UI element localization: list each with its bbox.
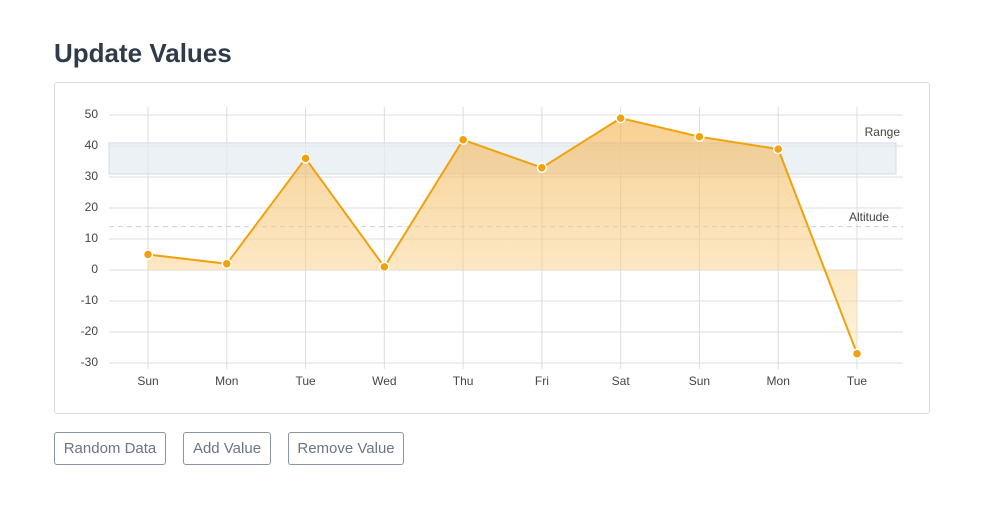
y-tick-label: 30 xyxy=(85,169,99,183)
y-tick-label: 40 xyxy=(85,138,99,152)
point xyxy=(772,143,784,155)
x-tick-label: Thu xyxy=(453,374,474,388)
x-tick-label: Mon xyxy=(767,374,790,388)
point xyxy=(457,134,469,146)
point xyxy=(536,162,548,173)
y-tick-label: 10 xyxy=(85,231,99,245)
line xyxy=(147,117,858,355)
y-tick-label: 50 xyxy=(85,107,99,121)
x-tick-label: Fri xyxy=(535,374,549,388)
y-tick-label: -20 xyxy=(81,324,99,338)
point xyxy=(221,258,233,270)
random-data-button[interactable]: Random Data xyxy=(54,432,166,465)
point xyxy=(694,131,705,142)
x-tick-label: Sun xyxy=(689,374,710,388)
y-tick-label: 20 xyxy=(85,200,99,214)
y-tick-label: 0 xyxy=(91,262,98,276)
point xyxy=(379,261,390,273)
x-tick-label: Wed xyxy=(372,374,396,388)
point xyxy=(142,249,154,260)
x-tick-label: Tue xyxy=(847,374,868,388)
range-label: Range xyxy=(865,125,901,139)
point xyxy=(300,153,311,164)
remove-value-button[interactable]: Remove Value xyxy=(288,432,404,465)
area xyxy=(148,118,857,354)
altitude-label: Altitude xyxy=(849,210,889,224)
chart-card xyxy=(54,82,930,414)
y-tick-label: -10 xyxy=(81,293,99,307)
x-tick-label: Tue xyxy=(295,374,316,388)
add-value-button[interactable]: Add Value xyxy=(183,432,271,465)
y-tick-label: -30 xyxy=(81,355,99,369)
page-title: Update Values xyxy=(54,38,232,68)
x-tick-label: Sun xyxy=(137,374,158,388)
x-tick-label: Sat xyxy=(612,374,631,388)
x-tick-label: Mon xyxy=(215,374,238,388)
point xyxy=(851,348,863,359)
point xyxy=(615,112,626,124)
